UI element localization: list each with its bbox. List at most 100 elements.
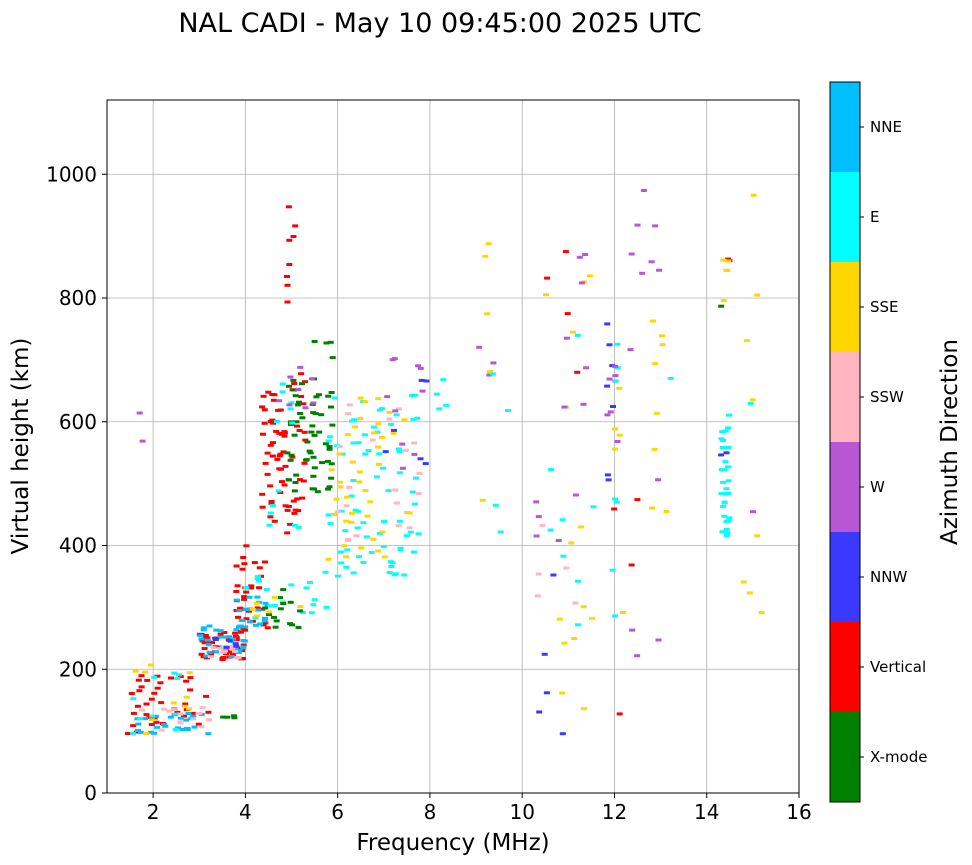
echo-point	[379, 530, 386, 534]
echo-point	[270, 421, 277, 425]
echo-point	[269, 504, 276, 507]
echo-point	[266, 613, 272, 616]
echo-point	[720, 299, 727, 303]
echo-point	[227, 650, 234, 654]
echo-point	[161, 723, 168, 726]
echo-point	[358, 546, 365, 550]
echo-point	[143, 732, 150, 736]
echo-point	[272, 595, 278, 599]
echo-point	[291, 523, 298, 527]
echo-point	[338, 561, 345, 565]
echo-point	[396, 447, 402, 451]
echo-point	[743, 339, 750, 343]
echo-point	[497, 530, 504, 534]
echo-point	[375, 397, 382, 401]
echo-point	[204, 656, 210, 660]
echo-point	[179, 728, 186, 731]
echo-point	[181, 714, 187, 718]
echo-point	[285, 205, 292, 209]
echo-point	[407, 530, 414, 534]
echo-point	[221, 631, 228, 634]
echo-point	[634, 498, 641, 502]
echo-point	[534, 594, 541, 598]
echo-point	[720, 480, 727, 484]
echo-point	[392, 488, 399, 492]
echo-point	[406, 511, 413, 515]
echo-point	[288, 583, 295, 587]
echo-point	[376, 462, 382, 466]
echo-point	[151, 675, 158, 679]
echo-point	[302, 380, 308, 384]
echo-point	[198, 637, 205, 641]
echo-point	[223, 645, 230, 649]
echo-point	[186, 671, 193, 675]
echo-point	[375, 422, 382, 426]
echo-point	[291, 489, 298, 493]
echo-point	[254, 595, 261, 599]
echo-point	[308, 430, 315, 434]
echo-point	[233, 644, 240, 648]
echo-point	[363, 535, 370, 539]
echo-point	[572, 601, 579, 605]
echo-point	[292, 394, 299, 398]
echo-point	[390, 431, 397, 435]
echo-point	[151, 691, 158, 695]
echo-point	[174, 710, 181, 714]
echo-point	[386, 410, 393, 414]
echo-point	[235, 651, 242, 654]
echo-point	[344, 433, 351, 437]
echo-point	[401, 418, 408, 422]
echo-point	[328, 468, 335, 472]
echo-point	[143, 702, 150, 706]
echo-point	[240, 639, 247, 642]
colorbar-tick-label: E	[870, 208, 879, 226]
echo-point	[590, 505, 597, 509]
echo-point	[578, 281, 585, 285]
echo-point	[396, 450, 403, 453]
echo-point	[137, 717, 144, 720]
echo-point	[284, 508, 291, 512]
echo-point	[264, 626, 271, 630]
echo-point	[132, 669, 139, 673]
echo-point	[308, 611, 315, 615]
echo-point	[268, 501, 275, 505]
echo-point	[325, 439, 332, 443]
echo-point	[284, 275, 290, 278]
echo-point	[719, 430, 726, 434]
echo-point	[231, 716, 238, 720]
echo-point	[721, 500, 728, 504]
echo-point	[653, 411, 660, 415]
echo-point	[375, 549, 382, 553]
echo-point	[443, 403, 450, 407]
echo-point	[609, 568, 616, 572]
echo-point	[265, 390, 272, 394]
echo-point	[559, 732, 566, 736]
echo-point	[130, 731, 137, 735]
echo-point	[154, 725, 161, 729]
echo-point	[286, 263, 293, 266]
echo-point	[576, 255, 583, 259]
echo-point	[418, 378, 425, 382]
echo-point	[616, 386, 623, 390]
echo-point	[348, 520, 355, 524]
echo-point	[306, 449, 313, 453]
echo-point	[230, 637, 237, 641]
echo-point	[580, 402, 587, 406]
echo-point	[718, 437, 725, 441]
echo-point	[298, 372, 305, 376]
echo-point	[374, 430, 381, 434]
echo-point	[318, 413, 325, 417]
echo-point	[135, 722, 142, 726]
echo-point	[259, 492, 266, 496]
echo-point	[261, 421, 268, 425]
echo-point	[171, 671, 178, 675]
echo-point	[293, 420, 300, 424]
echo-point	[323, 605, 330, 609]
echo-point	[634, 223, 641, 227]
echo-point	[158, 701, 165, 705]
echo-point	[269, 393, 276, 396]
echo-point	[284, 300, 291, 304]
echo-point	[290, 388, 297, 392]
echo-point	[277, 408, 284, 412]
